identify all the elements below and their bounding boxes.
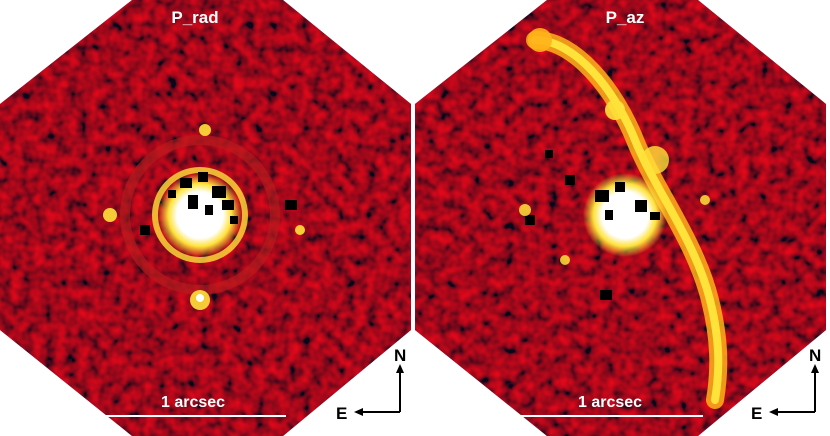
compass-left xyxy=(354,364,404,416)
scale-bar-label: 1 arcsec xyxy=(577,394,643,411)
image-p-rad xyxy=(0,0,411,436)
compass-right xyxy=(769,364,819,416)
panel-title: P_rad xyxy=(171,8,219,27)
panel-title: P_az xyxy=(605,8,645,27)
panel-p-rad: P_rad 1 arcsec xyxy=(0,0,411,436)
image-p-az xyxy=(415,0,826,436)
east-label: E xyxy=(751,404,763,423)
scale-bar-label: 1 arcsec xyxy=(160,394,226,411)
east-label: E xyxy=(336,404,348,423)
north-label: N xyxy=(394,346,407,365)
north-label: N xyxy=(809,346,822,365)
panel-p-az: P_az 1 arcsec xyxy=(415,0,830,436)
masked-pixels xyxy=(525,150,660,300)
star-core xyxy=(158,173,242,257)
masked-pixels xyxy=(140,172,297,235)
